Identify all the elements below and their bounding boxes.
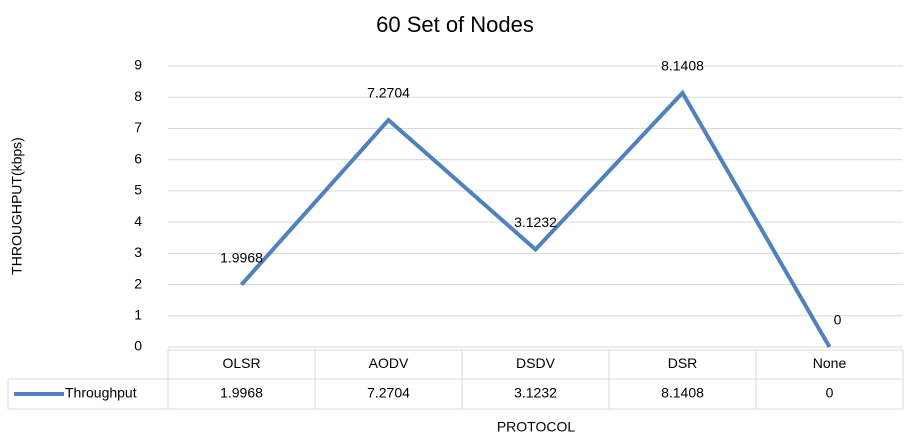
data-label: 0 <box>834 312 842 328</box>
x-tick-label: OLSR <box>222 355 260 371</box>
y-tick-label: 3 <box>134 244 142 260</box>
y-tick-label: 8 <box>134 88 142 104</box>
table-value: 8.1408 <box>661 385 704 401</box>
table-value: 1.9968 <box>220 385 263 401</box>
y-tick-label: 0 <box>134 338 142 354</box>
data-label: 3.1232 <box>514 214 557 230</box>
data-label: 7.2704 <box>367 85 410 101</box>
series-line <box>240 89 832 349</box>
table-value: 3.1232 <box>514 385 557 401</box>
y-tick-label: 5 <box>134 182 142 198</box>
x-axis-label: PROTOCOL <box>497 419 576 435</box>
y-tick-label: 1 <box>134 306 142 322</box>
data-label: 8.1408 <box>661 58 704 74</box>
y-tick-label: 9 <box>134 57 142 73</box>
x-tick-label: None <box>813 355 847 371</box>
table-value: 7.2704 <box>367 385 410 401</box>
data-label: 1.9968 <box>220 249 263 265</box>
y-tick-label: 7 <box>134 119 142 135</box>
y-tick-label: 4 <box>134 213 142 229</box>
table-value: 0 <box>826 385 834 401</box>
y-tick-label: 2 <box>134 275 142 291</box>
chart-title: 60 Set of Nodes <box>376 12 534 37</box>
x-tick-label: DSR <box>668 355 698 371</box>
x-tick-label: AODV <box>369 355 409 371</box>
y-axis-label: THROUGHPUT(kbps) <box>9 137 25 275</box>
y-tick-label: 6 <box>134 150 142 166</box>
legend-label: Throughput <box>65 385 137 401</box>
x-tick-label: DSDV <box>516 355 556 371</box>
